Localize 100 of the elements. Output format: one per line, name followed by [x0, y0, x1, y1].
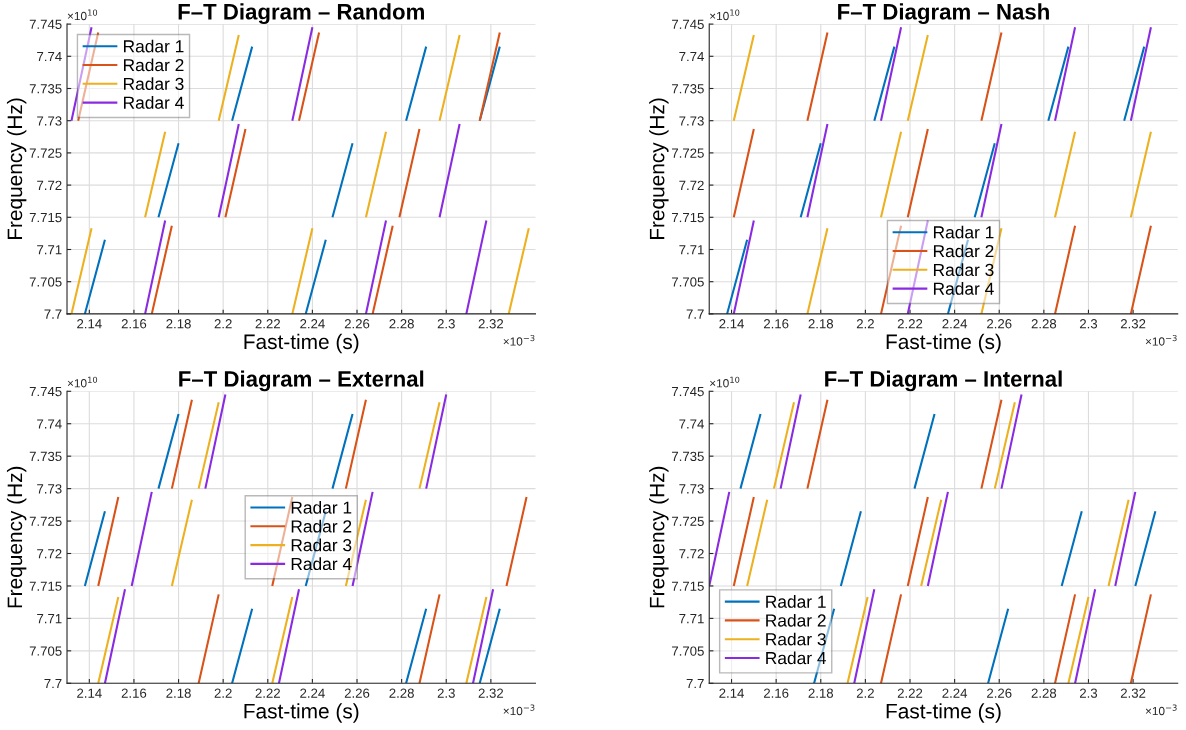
x-tick-label: 2.26	[987, 319, 1012, 329]
y-tick-label: 7.72	[37, 549, 62, 559]
x-tick-label: 2.18	[166, 319, 191, 329]
x-tick-label: 2.22	[255, 688, 280, 698]
y-tick-label: 7.74	[679, 419, 704, 429]
y-tick-label: 7.72	[37, 180, 62, 190]
y-tick-label: 7.735	[29, 84, 62, 94]
x-tick-label: 2.28	[1031, 688, 1057, 698]
chart-title: F–T Diagram – Internal	[825, 370, 1062, 392]
legend-label: Radar 1	[123, 39, 184, 53]
x-axis-title: Fast-time (s)	[244, 333, 359, 354]
y-axis-title: Frequency (Hz)	[6, 98, 27, 240]
legend-label: Radar 4	[123, 96, 184, 109]
y-tick-label: 7.71	[679, 614, 704, 624]
x-tick-label: 2.16	[121, 688, 147, 698]
x-tick-label: 2.32	[478, 319, 504, 329]
y-tick-label: 7.745	[672, 19, 704, 29]
legend-label: Radar 4	[766, 651, 827, 665]
y-tick-label: 7.715	[672, 213, 704, 223]
text: ×10$^{−3}$	[1145, 704, 1177, 716]
y-tick-label: 7.705	[672, 277, 704, 287]
x-tick-label: 2.16	[121, 319, 147, 329]
x-axis-title: Fast-time (s)	[886, 703, 1001, 723]
legend-label: Radar 2	[933, 244, 994, 258]
text: ×10$^{10}$	[710, 9, 740, 21]
x-tick-label: 2.28	[389, 319, 414, 329]
x-axis-title: Fast-time (s)	[886, 333, 1001, 354]
legend-label: Radar 2	[123, 58, 184, 72]
y-tick-label: 7.73	[37, 484, 62, 494]
x-tick-label: 2.24	[942, 688, 968, 698]
y-tick-label: 7.745	[672, 386, 704, 397]
x-tick-label: 2.24	[300, 688, 325, 698]
y-tick-label: 7.7	[44, 309, 62, 319]
y-axis-title: Frequency (Hz)	[649, 98, 669, 240]
y-tick-label: 7.73	[679, 116, 704, 126]
x-axis-title: Fast-time (s)	[244, 703, 359, 723]
y-tick-label: 7.715	[29, 581, 62, 591]
x-tick-label: 2.18	[808, 319, 834, 329]
x-tick-label: 2.26	[987, 688, 1012, 698]
legend-label: Radar 3	[291, 538, 352, 552]
y-tick-label: 7.705	[29, 646, 62, 656]
y-tick-label: 7.735	[672, 451, 704, 462]
y-tick-label: 7.725	[29, 148, 62, 158]
legend-label: Radar 1	[766, 595, 826, 608]
x-tick-label: 2.2	[214, 319, 232, 329]
x-tick-label: 2.28	[1031, 319, 1057, 329]
x-tick-label: 2.14	[77, 319, 102, 329]
legend-label: Radar 3	[766, 632, 826, 646]
y-tick-label: 7.73	[37, 116, 62, 126]
x-tick-label: 2.3	[437, 688, 455, 698]
x-tick-label: 2.2	[856, 688, 874, 698]
y-tick-label: 7.715	[672, 581, 704, 591]
x-tick-label: 2.18	[166, 688, 191, 698]
y-tick-label: 7.725	[672, 148, 704, 158]
y-tick-label: 7.71	[37, 614, 62, 624]
legend-label: Radar 3	[933, 263, 994, 277]
text: ×10$^{−3}$	[503, 704, 535, 716]
y-tick-label: 7.7	[44, 678, 62, 689]
text: ×10$^{−3}$	[1145, 334, 1177, 346]
x-tick-label: 2.16	[763, 688, 789, 698]
y-tick-label: 7.73	[679, 484, 704, 494]
text: ×10$^{10}$	[710, 376, 740, 388]
y-tick-label: 7.705	[672, 646, 704, 656]
legend-label: Radar 3	[123, 77, 184, 91]
text: ×10$^{10}$	[67, 376, 98, 388]
y-tick-label: 7.745	[29, 19, 62, 29]
legend-label: Radar 2	[291, 519, 352, 533]
legend-label: Radar 4	[291, 557, 352, 571]
x-tick-label: 2.3	[1079, 688, 1098, 698]
x-tick-label: 2.24	[300, 319, 325, 329]
x-tick-label: 2.32	[1120, 319, 1146, 329]
x-tick-label: 2.18	[808, 688, 834, 698]
y-tick-label: 7.74	[679, 51, 704, 62]
x-tick-label: 2.28	[389, 688, 414, 698]
x-tick-label: 2.32	[478, 688, 504, 698]
y-tick-label: 7.7	[686, 678, 704, 689]
y-tick-label: 7.725	[672, 516, 704, 526]
y-tick-label: 7.725	[29, 516, 62, 526]
x-tick-label: 2.14	[719, 688, 744, 698]
text: ×10$^{−3}$	[503, 334, 535, 346]
series-label: Radar 1	[933, 225, 994, 239]
x-tick-label: 2.16	[763, 319, 789, 329]
y-tick-label: 7.71	[37, 245, 62, 255]
y-tick-label: 7.705	[29, 277, 62, 287]
x-tick-label: 2.3	[437, 319, 455, 329]
x-tick-label: 2.3	[1079, 319, 1098, 329]
y-axis-title: Frequency (Hz)	[649, 466, 669, 608]
x-tick-label: 2.22	[897, 319, 923, 329]
y-tick-label: 7.72	[679, 549, 704, 559]
y-tick-label: 7.74	[37, 51, 62, 62]
chart-title: F–T Diagram – Nash	[838, 3, 1049, 25]
x-tick-label: 2.26	[344, 319, 370, 329]
x-tick-label: 2.2	[214, 688, 232, 698]
legend-label: Radar 4	[933, 282, 994, 295]
y-tick-label: 7.71	[679, 245, 704, 255]
x-tick-label: 2.2	[856, 319, 874, 329]
y-tick-label: 7.72	[679, 180, 704, 190]
y-axis-title: Frequency (Hz)	[6, 466, 27, 608]
x-tick-label: 2.22	[255, 319, 280, 329]
y-tick-label: 7.7	[686, 309, 704, 319]
